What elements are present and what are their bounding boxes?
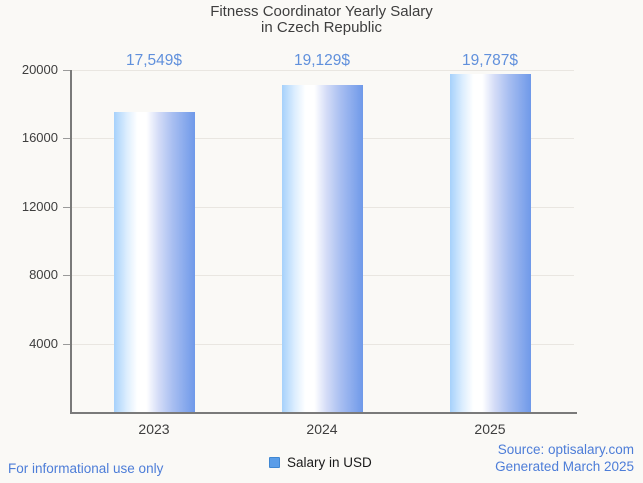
x-axis-label-2025: 2025	[474, 421, 506, 437]
y-axis-tick-16000	[63, 138, 70, 139]
y-axis-tick-4000	[63, 344, 70, 345]
bar-2024	[282, 85, 363, 412]
y-axis-tick-20000	[63, 70, 70, 71]
legend: Salary in USD	[269, 455, 372, 470]
bar-value-label-2025: 19,787$	[461, 52, 519, 69]
y-axis-label-12000: 12000	[21, 199, 58, 214]
y-axis-tick-12000	[63, 207, 70, 208]
x-axis-line	[70, 412, 577, 414]
y-axis-label-8000: 8000	[29, 267, 58, 282]
chart-title: Fitness Coordinator Yearly Salary in Cze…	[0, 4, 643, 36]
chart-title-line2: in Czech Republic	[261, 19, 382, 36]
generated-text: Generated March 2025	[495, 459, 634, 474]
legend-label: Salary in USD	[287, 455, 372, 470]
y-axis-tick-8000	[63, 275, 70, 276]
y-axis-label-16000: 16000	[21, 130, 58, 145]
y-axis-label-4000: 4000	[29, 336, 58, 351]
chart-title-line1: Fitness Coordinator Yearly Salary	[210, 3, 433, 20]
bar-2023	[114, 112, 195, 412]
bar-value-label-2023: 17,549$	[125, 52, 183, 69]
y-axis-line	[70, 70, 72, 414]
legend-marker-icon	[269, 457, 280, 468]
source-text: Source: optisalary.com	[497, 442, 634, 457]
x-axis-label-2023: 2023	[138, 421, 170, 437]
y-axis-label-20000: 20000	[21, 62, 58, 77]
x-axis-label-2024: 2024	[306, 421, 338, 437]
gridline-20000	[70, 70, 574, 71]
bar-value-label-2024: 19,129$	[293, 52, 351, 69]
bar-2025	[450, 74, 531, 412]
source-block: Source: optisalary.com Generated March 2…	[495, 441, 634, 475]
disclaimer-text: For informational use only	[8, 461, 164, 476]
